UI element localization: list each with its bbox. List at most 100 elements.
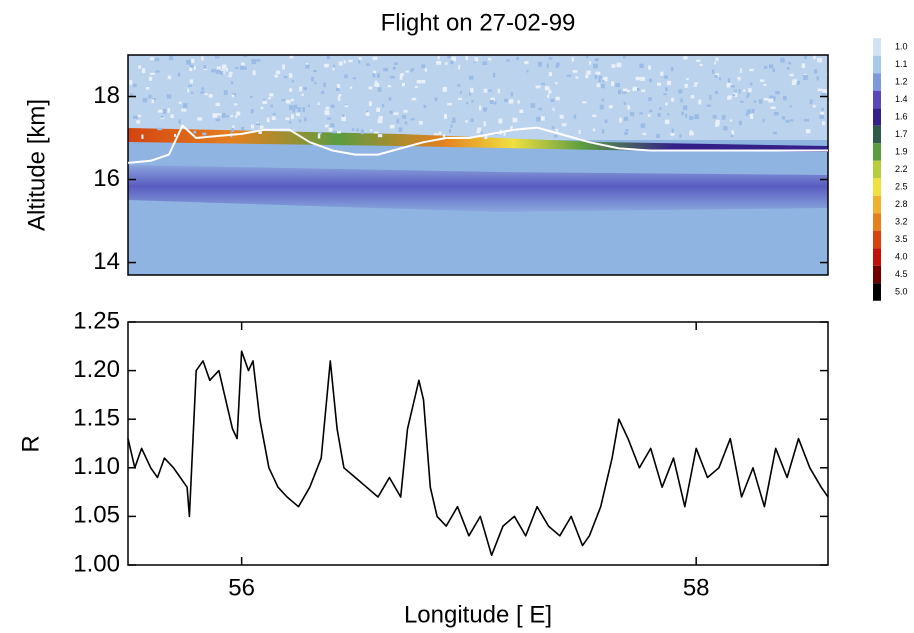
y-axis-label: Altitude [km] — [23, 99, 50, 231]
colorbar-cell — [873, 195, 881, 214]
speckle — [504, 98, 509, 103]
speckle — [203, 64, 207, 69]
speckle — [132, 83, 137, 88]
speckle — [157, 127, 163, 131]
speckle — [681, 111, 684, 116]
speckle — [571, 57, 574, 62]
speckle — [317, 102, 320, 105]
speckle — [601, 83, 605, 89]
speckle — [723, 126, 728, 131]
speckle — [465, 120, 468, 123]
speckle — [471, 99, 474, 103]
speckle — [718, 77, 721, 81]
speckle — [249, 95, 253, 98]
speckle — [535, 85, 541, 89]
speckle — [289, 55, 294, 59]
speckle — [177, 72, 181, 77]
speckle — [268, 97, 272, 100]
speckle — [792, 79, 798, 84]
y-tick-label: 1.00 — [73, 550, 120, 577]
speckle — [288, 73, 293, 78]
speckle — [671, 98, 675, 102]
speckle — [623, 56, 626, 59]
x-tick-label: 58 — [683, 574, 710, 601]
speckle — [622, 90, 627, 94]
speckle — [696, 59, 701, 62]
speckle — [129, 80, 133, 85]
speckle — [332, 131, 337, 134]
speckle — [423, 104, 427, 109]
speckle — [274, 74, 278, 78]
speckle — [243, 55, 248, 58]
speckle — [548, 90, 552, 94]
speckle — [275, 70, 281, 75]
speckle — [343, 60, 346, 64]
speckle — [326, 55, 331, 60]
speckle — [671, 128, 674, 133]
speckle — [582, 101, 587, 104]
speckle — [686, 78, 689, 81]
speckle — [130, 93, 134, 98]
speckle — [639, 63, 644, 69]
speckle — [225, 68, 228, 72]
speckle — [389, 110, 393, 114]
speckle — [215, 56, 220, 59]
speckle — [220, 71, 224, 75]
speckle — [136, 120, 141, 124]
speckle — [166, 94, 172, 99]
colorbar-label: 4.5 — [895, 269, 908, 279]
speckle — [508, 99, 514, 104]
speckle — [541, 82, 546, 85]
speckle — [641, 89, 646, 93]
speckle — [690, 94, 695, 99]
speckle — [434, 97, 438, 102]
speckle — [320, 90, 325, 94]
speckle — [483, 107, 488, 112]
speckle — [356, 128, 359, 132]
speckle — [640, 77, 645, 81]
speckle — [743, 89, 746, 92]
speckle — [290, 114, 294, 119]
speckle — [727, 95, 732, 99]
plot-frame — [127, 54, 829, 276]
speckle — [640, 123, 646, 129]
speckle — [160, 115, 164, 118]
speckle — [283, 76, 288, 79]
speckle — [200, 91, 205, 94]
speckle — [327, 117, 332, 120]
speckle — [737, 76, 741, 81]
speckle — [215, 69, 221, 75]
speckle — [189, 64, 194, 68]
colorbar-cell — [873, 108, 881, 126]
speckle — [255, 123, 261, 126]
speckle — [575, 76, 579, 79]
speckle — [552, 107, 555, 111]
speckle — [421, 64, 426, 69]
speckle — [325, 124, 329, 128]
speckle — [666, 113, 670, 116]
speckle — [639, 112, 644, 115]
speckle — [348, 59, 353, 63]
speckle — [790, 119, 794, 122]
colorbar-cell — [873, 160, 881, 179]
speckle — [298, 119, 302, 123]
speckle — [731, 130, 735, 135]
speckle — [622, 88, 628, 92]
speckle — [763, 97, 769, 101]
speckle — [390, 75, 395, 79]
speckle — [396, 118, 400, 124]
speckle — [167, 75, 172, 80]
speckle — [291, 80, 294, 83]
speckle — [410, 118, 415, 121]
speckle — [252, 70, 256, 76]
speckle — [445, 62, 448, 65]
speckle — [450, 60, 454, 65]
colorbar-cell — [873, 38, 881, 56]
speckle — [682, 105, 688, 111]
speckle — [193, 130, 197, 134]
speckle — [746, 109, 751, 115]
colorbar-label: 1.7 — [895, 129, 908, 139]
speckle — [138, 65, 142, 69]
speckle — [619, 117, 622, 123]
